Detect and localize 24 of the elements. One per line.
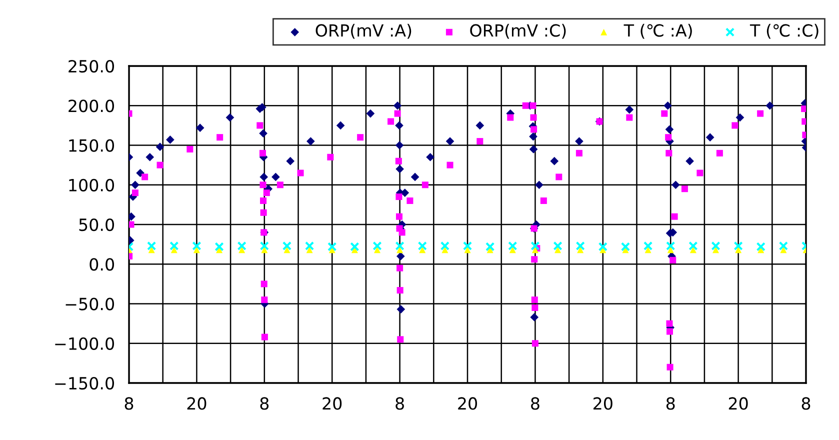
y-tick-label: −50.0 — [66, 298, 114, 310]
x-tick-label: 20 — [458, 397, 477, 410]
x-tick-label: 8 — [260, 397, 269, 410]
x-tick-label: 8 — [531, 397, 540, 410]
x-tick-label: 8 — [802, 397, 810, 410]
y-tick-label: 150.0 — [69, 139, 114, 152]
x-tick-label: 20 — [322, 397, 342, 410]
x-tick-label: 20 — [187, 397, 206, 410]
x-tick-label: 8 — [666, 397, 675, 410]
y-tick-label: −100.0 — [55, 337, 114, 350]
legend-label: ORP(mV :C) — [470, 24, 566, 39]
y-tick-label: 50.0 — [79, 218, 114, 232]
y-tick-label: 250.0 — [68, 60, 114, 73]
legend-label: T (℃ :C) — [750, 24, 818, 39]
x-tick-label: 20 — [594, 397, 612, 410]
y-tick-label: −150.0 — [55, 376, 114, 390]
legend-label: T (℃ :A) — [624, 24, 692, 39]
y-tick-label: 100.0 — [69, 178, 114, 192]
y-tick-label: 200.0 — [68, 100, 114, 112]
legend-label: ORP(mV :A) — [316, 24, 412, 39]
x-tick-label: 8 — [396, 397, 404, 410]
y-tick-label: 0.0 — [90, 258, 114, 271]
x-tick-label: 8 — [124, 397, 134, 410]
x-tick-label: 20 — [728, 397, 748, 410]
